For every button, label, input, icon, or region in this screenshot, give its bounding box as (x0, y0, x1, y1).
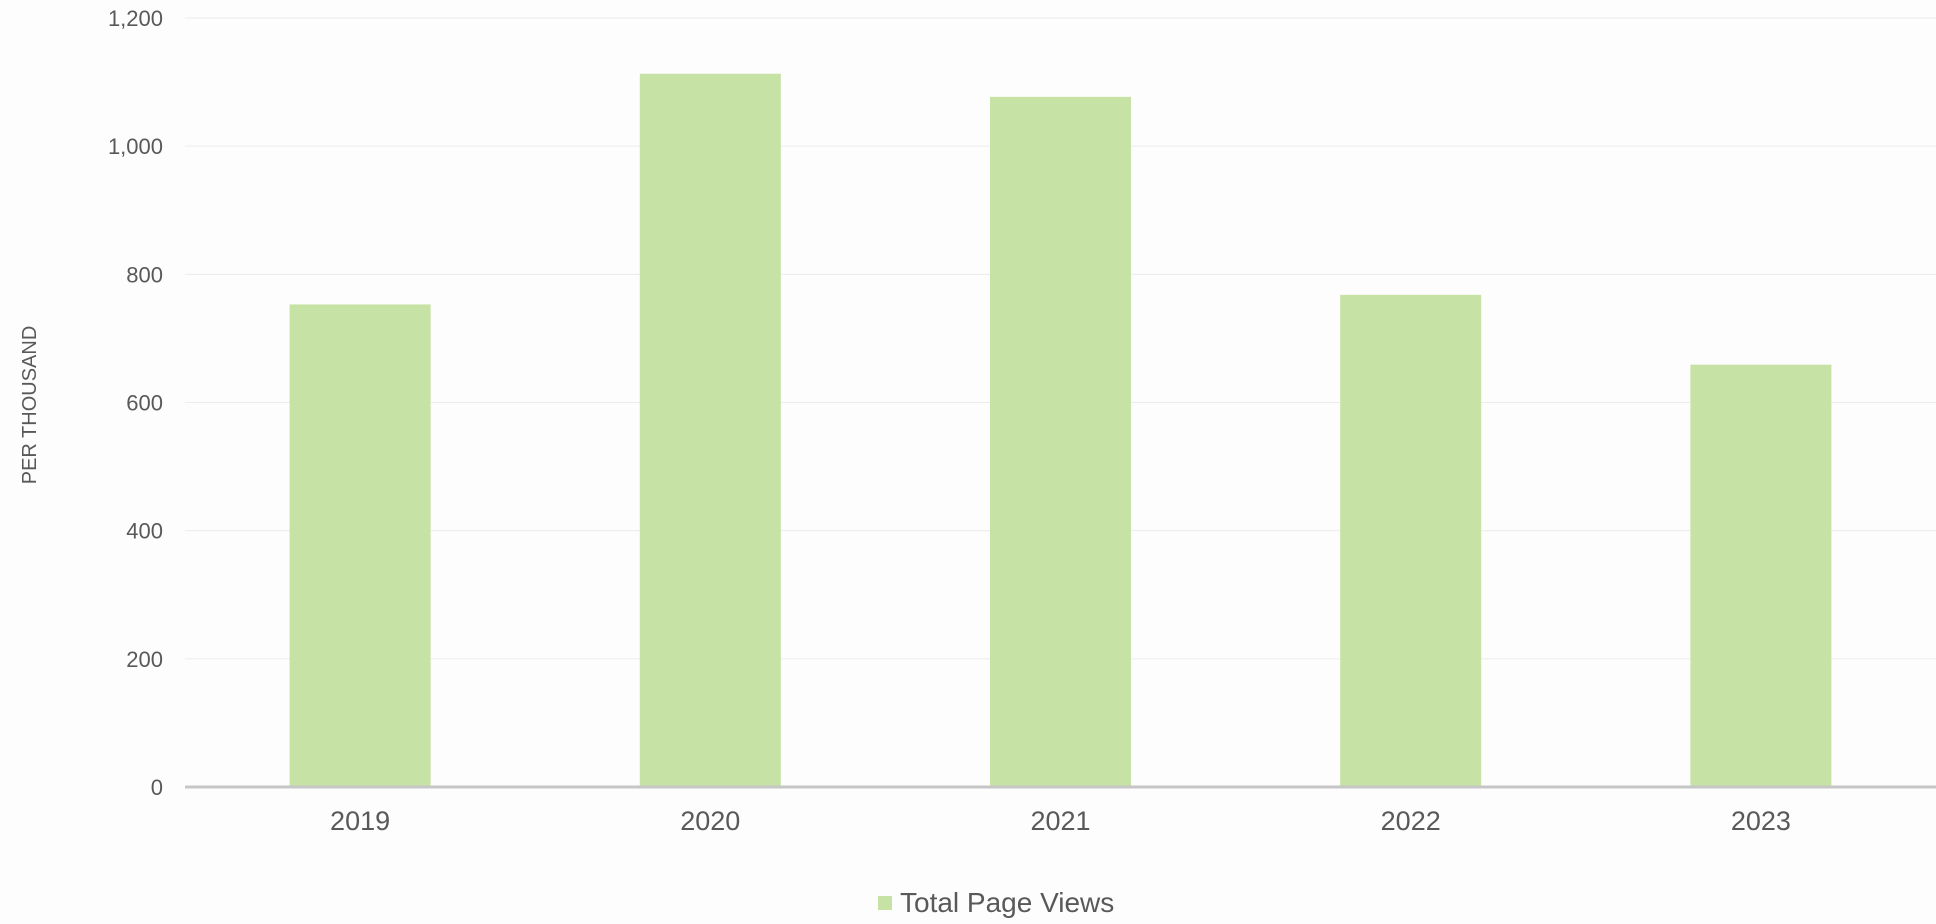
bar-2021 (990, 96, 1131, 787)
bar-2020 (639, 73, 781, 787)
y-tick-label: 200 (126, 647, 163, 672)
legend-label: Total Page Views (900, 887, 1114, 918)
legend-swatch (878, 896, 892, 910)
y-tick-label: 800 (126, 262, 163, 287)
legend: Total Page Views (878, 887, 1114, 918)
bar-2023 (1690, 364, 1832, 787)
x-tick-label: 2020 (680, 806, 740, 836)
bars (289, 73, 1832, 787)
x-tick-label: 2022 (1381, 806, 1441, 836)
x-tick-label: 2023 (1731, 806, 1791, 836)
y-tick-label: 600 (126, 391, 163, 416)
y-axis-ticks: 0 200 400 600 800 1,000 1,200 (108, 6, 163, 800)
y-tick-label: 1,200 (108, 6, 163, 31)
y-axis-label: PER THOUSAND (19, 326, 41, 485)
y-tick-label: 1,000 (108, 134, 163, 159)
x-tick-label: 2021 (1030, 806, 1090, 836)
y-tick-label: 400 (126, 519, 163, 544)
x-axis-ticks: 2019 2020 2021 2022 2023 (330, 806, 1791, 836)
x-tick-label: 2019 (330, 806, 390, 836)
bar-2022 (1340, 294, 1482, 787)
bar-2019 (289, 304, 431, 787)
y-tick-label: 0 (151, 775, 163, 800)
